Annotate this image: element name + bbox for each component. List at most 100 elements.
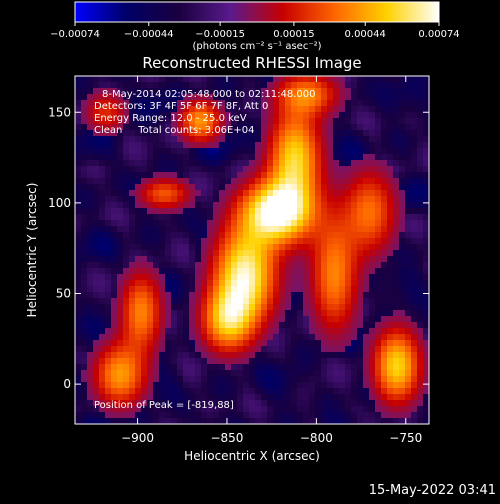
heatmap-cell — [405, 190, 412, 197]
heatmap-cell — [213, 100, 220, 107]
heatmap-cell — [273, 94, 280, 101]
heatmap-cell — [411, 376, 418, 383]
heatmap-cell — [351, 238, 358, 245]
heatmap-cell — [141, 304, 148, 311]
heatmap-cell — [231, 106, 238, 113]
heatmap-cell — [201, 418, 208, 424]
heatmap-cell — [333, 196, 340, 203]
heatmap-cell — [225, 316, 232, 323]
heatmap-cell — [315, 130, 322, 137]
heatmap-cell — [207, 160, 214, 167]
heatmap-cell — [387, 418, 394, 424]
heatmap-cell — [147, 172, 154, 179]
heatmap-cell — [285, 304, 292, 311]
heatmap-cell — [273, 376, 280, 383]
heatmap-cell — [285, 274, 292, 281]
heatmap-cell — [249, 208, 256, 215]
heatmap-cell — [267, 82, 274, 89]
heatmap-cell — [219, 334, 226, 341]
heatmap-cell — [315, 310, 322, 317]
heatmap-cell — [417, 160, 424, 167]
heatmap-cell — [255, 292, 262, 299]
heatmap-cell — [333, 256, 340, 263]
heatmap-cell — [75, 352, 82, 359]
heatmap-cell — [261, 76, 268, 83]
heatmap-cell — [135, 358, 142, 365]
heatmap-cell — [381, 310, 388, 317]
heatmap-cell — [339, 310, 346, 317]
heatmap-cell — [123, 214, 130, 221]
heatmap-cell — [159, 376, 166, 383]
heatmap-cell — [273, 124, 280, 131]
heatmap-cell — [291, 238, 298, 245]
heatmap-cell — [399, 202, 406, 209]
heatmap-cell — [279, 322, 286, 329]
heatmap-cell — [381, 196, 388, 203]
heatmap-cell — [267, 130, 274, 137]
heatmap-cell — [117, 166, 124, 173]
heatmap-cell — [309, 232, 316, 239]
heatmap-cell — [279, 238, 286, 245]
heatmap-cell — [273, 190, 280, 197]
heatmap-cell — [219, 394, 226, 401]
heatmap-cell — [273, 220, 280, 227]
heatmap-cell — [129, 130, 136, 137]
heatmap-cell — [225, 274, 232, 281]
heatmap-cell — [285, 106, 292, 113]
heatmap-cell — [81, 112, 88, 119]
heatmap-cell — [123, 406, 130, 413]
heatmap-cell — [123, 286, 130, 293]
heatmap-cell — [411, 76, 418, 83]
heatmap-cell — [243, 394, 250, 401]
heatmap-cell — [195, 346, 202, 353]
heatmap-cell — [321, 100, 328, 107]
heatmap-cell — [261, 148, 268, 155]
heatmap-cell — [345, 238, 352, 245]
heatmap-cell — [255, 334, 262, 341]
heatmap-cell — [321, 202, 328, 209]
heatmap-cell — [393, 190, 400, 197]
heatmap-cell — [339, 406, 346, 413]
heatmap-cell — [171, 208, 178, 215]
heatmap-cell — [363, 292, 370, 299]
heatmap-cell — [357, 214, 364, 221]
heatmap-cell — [111, 130, 118, 137]
heatmap-cell — [177, 376, 184, 383]
heatmap-cell — [153, 316, 160, 323]
heatmap-cell — [369, 310, 376, 317]
heatmap-cell — [303, 214, 310, 221]
heatmap-cell — [381, 172, 388, 179]
heatmap-cell — [87, 160, 94, 167]
heatmap-cell — [141, 178, 148, 185]
heatmap-cell — [303, 304, 310, 311]
heatmap-cell — [375, 268, 382, 275]
heatmap-cell — [147, 274, 154, 281]
heatmap-cell — [267, 262, 274, 269]
heatmap-cell — [75, 268, 82, 275]
heatmap-cell — [105, 370, 112, 377]
heatmap-cell — [171, 130, 178, 137]
heatmap-cell — [225, 268, 232, 275]
heatmap-cell — [237, 400, 244, 407]
heatmap-cell — [297, 406, 304, 413]
heatmap-cell — [123, 358, 130, 365]
heatmap-cell — [357, 250, 364, 257]
heatmap-cell — [357, 382, 364, 389]
heatmap-cell — [177, 160, 184, 167]
heatmap-cell — [411, 136, 418, 143]
heatmap-cell — [213, 244, 220, 251]
heatmap-cell — [153, 190, 160, 197]
heatmap-cell — [255, 130, 262, 137]
heatmap-cell — [87, 394, 94, 401]
heatmap-cell — [213, 268, 220, 275]
heatmap-cell — [93, 112, 100, 119]
heatmap-cell — [195, 184, 202, 191]
heatmap-cell — [273, 394, 280, 401]
heatmap-cell — [207, 250, 214, 257]
heatmap-cell — [123, 226, 130, 233]
heatmap-cell — [99, 250, 106, 257]
heatmap-cell — [135, 124, 142, 131]
heatmap-cell — [153, 394, 160, 401]
heatmap-cell — [291, 178, 298, 185]
heatmap-cell — [315, 334, 322, 341]
